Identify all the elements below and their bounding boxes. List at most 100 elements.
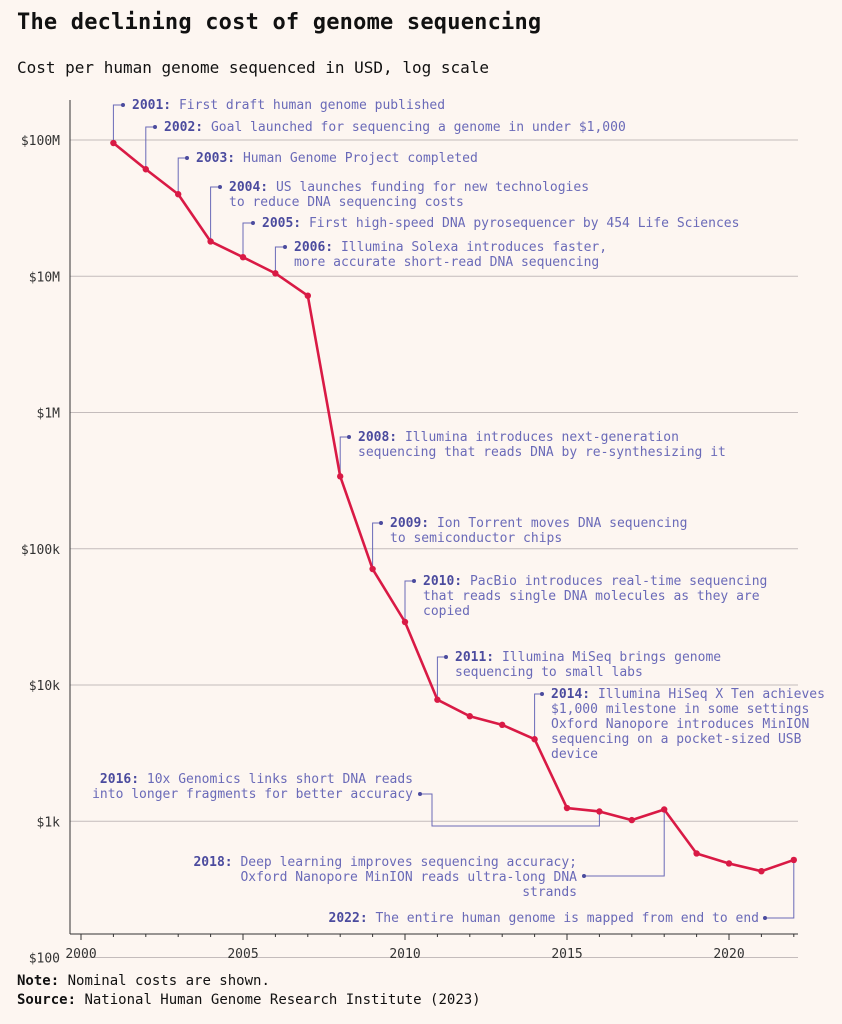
annotation-text: 2009: Ion Torrent moves DNA sequencing to… [390, 516, 687, 546]
annotation-dot [418, 792, 422, 796]
annotation-line: The entire human genome is mapped from e… [375, 911, 759, 926]
annotation-text: 2006: Illumina Solexa introduces faster,… [294, 240, 607, 270]
annotation-leader [339, 436, 349, 477]
annotation-dot [582, 874, 586, 878]
data-point [531, 736, 538, 743]
annotation-leader [372, 522, 381, 570]
data-point [337, 473, 344, 480]
source-line: Source: National Human Genome Research I… [17, 991, 481, 1010]
y-tick-label: $1M [37, 407, 61, 422]
annotation-text: 2011: Illumina MiSeq brings genome sequen… [455, 650, 721, 680]
annotation-line: Goal launched for sequencing a genome in… [211, 120, 626, 135]
data-point [369, 565, 376, 573]
data-point [110, 139, 117, 147]
note-text: Nominal costs are shown. [67, 973, 270, 989]
annotation-text: 2014: Illumina HiSeq X Ten achieves $1,00… [551, 687, 825, 762]
annotation-line: copied [423, 604, 470, 619]
annotation-dot [251, 221, 255, 225]
annotation-dot [283, 245, 287, 249]
annotation-leader [534, 693, 542, 740]
annotation-line: Oxford Nanopore MinION reads ultra-long … [240, 870, 577, 885]
annotation-dot [185, 156, 189, 160]
annotation-dot [412, 579, 416, 583]
data-point [596, 808, 603, 815]
annotation-text: 2005: First high-speed DNA pyrosequencer… [262, 216, 739, 231]
annotation-text: 2003: Human Genome Project completed [196, 151, 478, 166]
annotation-leader [765, 859, 795, 919]
annotation-year: 2009: [390, 516, 437, 531]
annotation-line: Human Genome Project completed [243, 151, 478, 166]
x-tick-label: 2005 [227, 947, 258, 962]
x-tick-label: 2010 [389, 947, 420, 962]
annotation-line: $1,000 milestone in some settings [551, 702, 809, 717]
annotation-line: Oxford Nanopore introduces MinION [551, 717, 809, 732]
chart-title: The declining cost of genome sequencing [17, 10, 542, 35]
data-point [758, 867, 765, 875]
annotation-line: US launches funding for new technologies [276, 180, 589, 195]
data-point [207, 238, 214, 245]
annotation-leader [210, 186, 220, 242]
data-point [401, 618, 409, 626]
y-tick-label: $10M [29, 270, 60, 285]
y-tick-label: $100M [21, 134, 60, 149]
annotation-line: Deep learning improves sequencing accura… [240, 855, 577, 870]
y-tick-label: $1k [37, 815, 61, 830]
data-point [175, 191, 182, 198]
x-tick-label: 2015 [551, 947, 582, 962]
annotation-text: 2004: US launches funding for new techno… [229, 180, 589, 210]
y-tick-label: $100 [29, 952, 60, 967]
annotation-text: 2022: The entire human genome is mapped … [329, 911, 759, 926]
annotation-leader [145, 126, 155, 170]
annotation-leader [436, 656, 446, 700]
annotation-text: 2018: Deep learning improves sequencing … [193, 855, 577, 900]
annotation-line: First high-speed DNA pyrosequencer by 45… [309, 216, 739, 231]
annotation-year: 2001: [132, 98, 179, 113]
annotation-line: Illumina introduces next-generation [405, 430, 679, 445]
y-tick-label: $10k [29, 679, 60, 694]
annotation-line: into longer fragments for better accurac… [92, 787, 413, 802]
annotation-dot [540, 692, 544, 696]
annotation-text: 2008: Illumina introduces next-generatio… [358, 430, 726, 460]
data-point [499, 721, 506, 729]
annotation-year: 2004: [229, 180, 276, 195]
x-tick-label: 2000 [65, 947, 96, 962]
source-text: National Human Genome Research Institute… [84, 992, 481, 1008]
annotation-year: 2016: [100, 772, 147, 787]
annotation-year: 2022: [329, 911, 376, 926]
data-point [628, 816, 635, 824]
annotation-line: Ion Torrent moves DNA sequencing [437, 516, 687, 531]
note-line: Note: Nominal costs are shown. [17, 972, 481, 991]
annotation-year: 2011: [455, 650, 502, 665]
y-tick-label: $100k [21, 543, 60, 558]
annotation-leader [112, 104, 123, 144]
series-line [112, 142, 795, 873]
annotation-dot [347, 435, 351, 439]
annotation-line: sequencing on a pocket-sized USB [551, 732, 802, 747]
annotation-line: to reduce DNA sequencing costs [229, 195, 464, 210]
annotation-leader [274, 246, 285, 274]
note-label: Note: [17, 973, 60, 989]
data-point [142, 166, 149, 173]
data-point [661, 806, 668, 813]
annotation-text: 2002: Goal launched for sequencing a gen… [164, 120, 626, 135]
annotation-leader [420, 793, 600, 827]
annotation-text: 2010: PacBio introduces real-time sequen… [423, 574, 767, 619]
annotation-line: that reads single DNA molecules as they … [423, 589, 760, 604]
annotation-line: First draft human genome published [179, 98, 445, 113]
annotation-dot [218, 185, 222, 189]
annotation-dot [379, 521, 383, 525]
chart-subtitle: Cost per human genome sequenced in USD, … [17, 58, 490, 77]
data-point [239, 253, 247, 261]
annotation-leader [177, 157, 187, 195]
annotation-line: strands [522, 885, 577, 900]
annotation-year: 2014: [551, 687, 598, 702]
annotation-text: 2016: 10x Genomics links short DNA reads… [92, 772, 413, 802]
annotation-year: 2003: [196, 151, 243, 166]
data-point [563, 804, 571, 812]
annotation-year: 2010: [423, 574, 470, 589]
annotation-line: PacBio introduces real-time sequencing [470, 574, 767, 589]
annotation-line: sequencing to small labs [455, 665, 643, 680]
annotation-line: Illumina Solexa introduces faster, [341, 240, 607, 255]
annotation-dot [121, 103, 125, 107]
